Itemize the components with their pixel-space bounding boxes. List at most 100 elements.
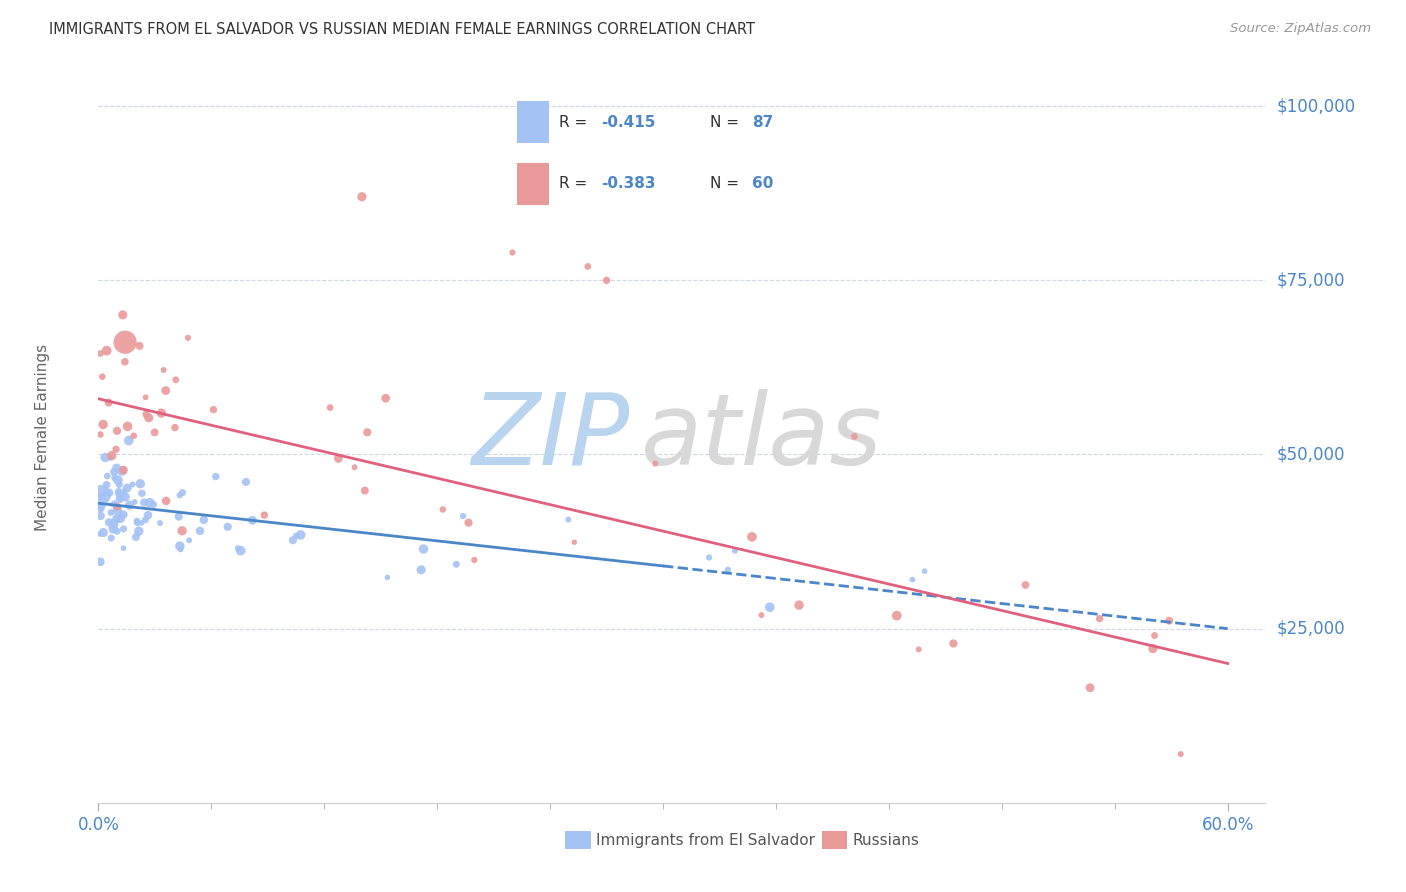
Point	[595, 273, 617, 287]
Point	[285, 529, 308, 543]
Point	[124, 495, 146, 509]
Point	[1170, 747, 1192, 761]
Point	[101, 522, 124, 536]
Point	[112, 522, 135, 536]
Point	[96, 343, 118, 358]
Point	[117, 419, 139, 434]
Point	[167, 509, 190, 524]
Point	[111, 464, 134, 478]
Point	[121, 477, 143, 491]
Point	[118, 498, 141, 512]
Point	[107, 484, 129, 499]
Point	[89, 555, 111, 569]
Point	[138, 410, 160, 425]
Point	[169, 488, 191, 502]
Point	[114, 490, 136, 504]
Point	[411, 563, 433, 577]
Point	[105, 424, 128, 438]
Point	[100, 531, 122, 545]
Point	[163, 420, 186, 434]
Point	[717, 563, 740, 577]
Point	[105, 512, 128, 526]
Point	[89, 527, 111, 541]
Point	[155, 494, 177, 508]
Point	[169, 542, 191, 557]
Point	[114, 355, 136, 369]
Point	[328, 451, 350, 466]
Point	[1143, 628, 1166, 642]
Point	[94, 450, 117, 465]
Point	[350, 190, 373, 204]
Point	[432, 502, 454, 516]
Point	[128, 339, 150, 353]
Point	[134, 495, 156, 509]
Point	[229, 543, 252, 558]
Point	[354, 483, 377, 498]
Text: Median Female Earnings: Median Female Earnings	[35, 343, 49, 531]
Point	[91, 417, 114, 432]
Text: atlas: atlas	[641, 389, 883, 485]
Point	[446, 558, 468, 572]
Point	[114, 335, 136, 350]
Point	[110, 490, 132, 504]
Point	[169, 539, 191, 553]
Point	[134, 513, 156, 527]
Point	[98, 450, 121, 465]
Point	[356, 425, 378, 440]
Text: Source: ZipAtlas.com: Source: ZipAtlas.com	[1230, 22, 1371, 36]
Point	[787, 598, 810, 612]
Point	[110, 511, 132, 525]
Point	[1014, 578, 1036, 592]
Point	[105, 503, 128, 517]
Point	[759, 600, 782, 615]
Point	[91, 525, 114, 540]
Point	[105, 442, 128, 457]
Point	[115, 481, 138, 495]
Point	[129, 476, 152, 491]
Point	[724, 543, 747, 558]
Point	[150, 406, 173, 420]
Point	[136, 508, 159, 523]
Text: $25,000: $25,000	[1277, 620, 1346, 638]
Point	[844, 429, 866, 443]
Point	[914, 564, 936, 578]
Point	[114, 483, 136, 498]
Point	[319, 401, 342, 415]
Text: ZIP: ZIP	[471, 389, 630, 485]
Point	[107, 500, 129, 514]
Point	[177, 533, 200, 548]
Point	[217, 520, 239, 534]
Point	[557, 512, 579, 526]
Point	[100, 449, 122, 463]
Point	[377, 570, 399, 584]
Text: IMMIGRANTS FROM EL SALVADOR VS RUSSIAN MEDIAN FEMALE EARNINGS CORRELATION CHART: IMMIGRANTS FROM EL SALVADOR VS RUSSIAN M…	[49, 22, 755, 37]
Point	[90, 508, 112, 523]
Point	[202, 402, 225, 417]
Point	[100, 506, 122, 520]
Point	[751, 608, 773, 623]
Point	[135, 390, 157, 404]
Point	[103, 497, 125, 511]
Point	[697, 550, 720, 565]
Point	[91, 369, 114, 384]
Point	[907, 642, 929, 657]
Point	[155, 384, 177, 398]
Point	[89, 346, 111, 360]
Point	[1159, 614, 1181, 628]
Point	[98, 485, 121, 500]
Point	[242, 513, 264, 527]
Point	[188, 524, 211, 538]
Point	[502, 245, 524, 260]
Text: Immigrants from El Salvador: Immigrants from El Salvador	[596, 833, 815, 847]
Text: $100,000: $100,000	[1277, 97, 1357, 115]
Point	[112, 508, 135, 522]
Point	[96, 477, 118, 491]
Point	[111, 488, 134, 502]
Point	[90, 489, 112, 503]
Point	[125, 530, 148, 544]
Point	[457, 516, 479, 530]
Point	[281, 533, 304, 548]
Point	[138, 496, 160, 510]
Point	[253, 508, 276, 522]
Point	[149, 516, 172, 530]
